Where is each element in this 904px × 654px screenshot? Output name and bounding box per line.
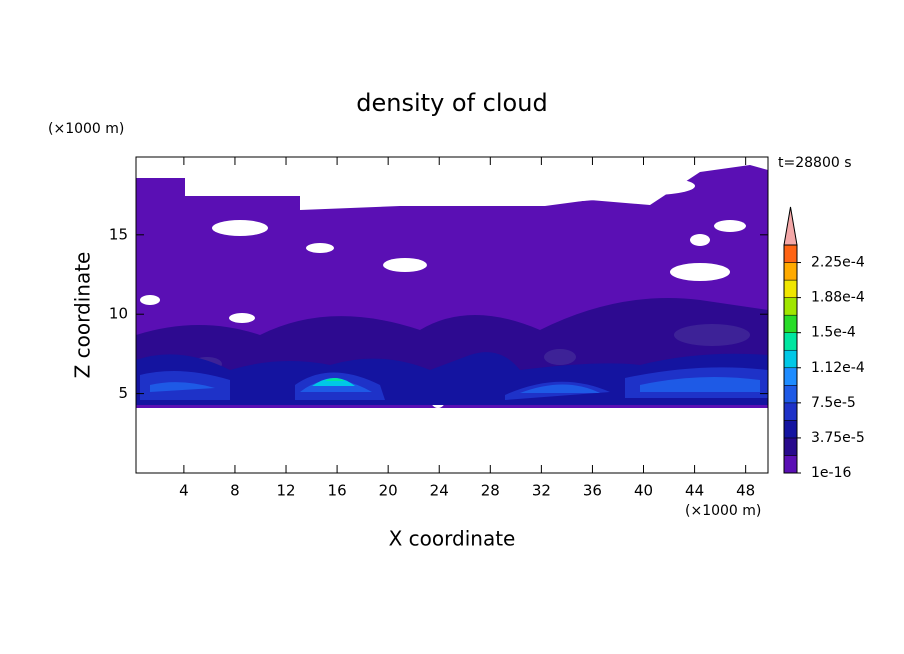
x-tick-label: 8 <box>230 482 240 500</box>
colorbar-label: 3.75e-5 <box>811 430 865 446</box>
colorbar-extend <box>783 206 798 246</box>
colorbar-label: 1.5e-4 <box>811 325 856 341</box>
colorbar-box <box>783 455 798 474</box>
colorbar-label: 1.88e-4 <box>811 290 865 306</box>
x-tick-label: 20 <box>379 482 398 500</box>
colorbar-box <box>783 402 798 421</box>
contour-field <box>136 165 768 473</box>
x-tick-label: 28 <box>481 482 500 500</box>
y-tick-label: 5 <box>118 384 128 402</box>
y-tick-label: 15 <box>109 225 128 243</box>
x-tick-label: 48 <box>736 482 755 500</box>
colorbar-box <box>783 297 798 316</box>
colorbar-frame <box>783 244 798 474</box>
colorbar-box <box>783 420 798 439</box>
colorbar-box <box>783 385 798 404</box>
y-axis-label: Z coordinate <box>71 252 95 379</box>
colorbar-label: 1.12e-4 <box>811 360 865 376</box>
plot-frame <box>135 156 769 474</box>
x-tick-label: 40 <box>634 482 653 500</box>
x-tick-label: 24 <box>430 482 449 500</box>
chart-title: density of cloud <box>356 89 547 117</box>
x-unit: (×1000 m) <box>685 503 761 519</box>
colorbar-box <box>783 314 798 333</box>
colorbar-box <box>783 332 798 351</box>
x-tick-label: 16 <box>328 482 347 500</box>
colorbar-box <box>783 367 798 386</box>
x-tick-label: 4 <box>179 482 189 500</box>
y-tick-label: 10 <box>109 305 128 323</box>
colorbar-label: 2.25e-4 <box>811 255 865 271</box>
colorbar-label: 1e-16 <box>811 465 851 481</box>
colorbar-box <box>783 279 798 298</box>
colorbar-box <box>783 262 798 281</box>
x-tick-label: 32 <box>532 482 551 500</box>
x-axis-label: X coordinate <box>389 527 516 551</box>
annotation: t=28800 s <box>778 155 852 171</box>
x-tick-label: 44 <box>685 482 704 500</box>
colorbar-box <box>783 244 798 263</box>
colorbar-box <box>783 349 798 369</box>
y-unit: (×1000 m) <box>48 121 124 137</box>
x-tick-label: 36 <box>583 482 602 500</box>
colorbar-box <box>783 437 798 456</box>
colorbar-label: 7.5e-5 <box>811 395 856 411</box>
x-tick-label: 12 <box>276 482 295 500</box>
